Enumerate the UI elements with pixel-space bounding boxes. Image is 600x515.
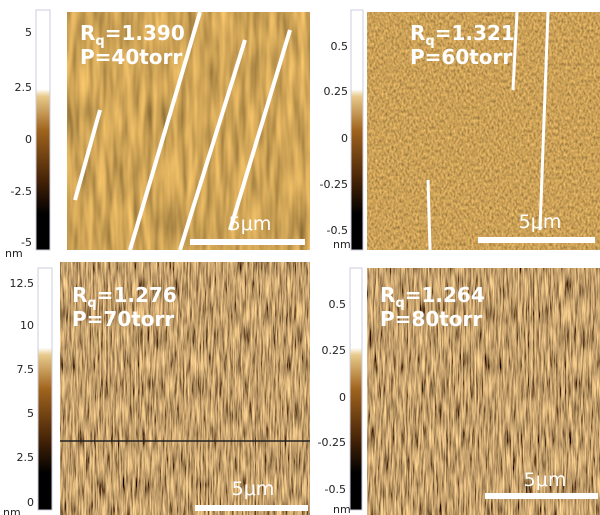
afm-image (367, 12, 600, 250)
colorbar-tick-label: 0.5 (331, 40, 349, 53)
colorbar-tick-label: 5 (25, 26, 32, 39)
pressure-label: P=70torr (72, 307, 174, 331)
colorbar-unit: nm (333, 238, 351, 251)
roughness-value: =1.390 (105, 21, 185, 45)
scale-bar-label: 5μm (519, 211, 562, 233)
surface-steps (73, 11, 292, 251)
colorbar-tick-label: 0.25 (324, 85, 349, 98)
colorbar-unit: nm (5, 247, 23, 260)
roughness-value: =1.264 (405, 283, 485, 307)
colorbar-tick-label: -5 (21, 236, 32, 249)
colorbar-tick-label: 0.25 (322, 344, 347, 357)
roughness-subscript: q (425, 34, 434, 49)
colorbar-tick-label: -2.5 (11, 185, 32, 198)
roughness-symbol: R (410, 21, 425, 45)
colorbar-tick-label: -0.25 (318, 436, 346, 449)
colorbar-unit: nm (333, 503, 351, 515)
colorbar-tick-label: 0 (25, 133, 32, 146)
colorbar-tick-label: -0.5 (327, 224, 348, 237)
roughness-symbol: R (80, 21, 95, 45)
roughness-label: Rq=1.321 (410, 21, 515, 49)
scale-bar-label: 5μm (524, 469, 567, 491)
scale-bar-label: 5μm (229, 213, 272, 235)
roughness-subscript: q (87, 296, 96, 311)
colorbar (350, 9, 364, 251)
roughness-label: Rq=1.390 (80, 21, 185, 49)
pressure-label: P=60torr (410, 45, 512, 69)
pressure-label: P=40torr (80, 45, 182, 69)
colorbar-tick-label: -0.25 (320, 178, 348, 191)
colorbar (349, 267, 363, 511)
pressure-label: P=80torr (380, 307, 482, 331)
roughness-value: =1.276 (97, 283, 177, 307)
colorbar-unit: nm (3, 506, 21, 515)
afm-image (60, 262, 310, 515)
colorbar-tick-label: 0 (339, 391, 346, 404)
colorbar-tick-label: 10 (20, 319, 34, 332)
afm-image (367, 268, 600, 515)
roughness-subscript: q (95, 34, 104, 49)
scale-bar-label: 5μm (232, 478, 275, 500)
colorbar (35, 9, 51, 251)
colorbar-tick-label: -0.5 (325, 483, 346, 496)
colorbar-tick-label: 0 (27, 496, 34, 509)
colorbar-tick-label: 12.5 (10, 277, 35, 290)
surface-steps (426, 11, 550, 251)
roughness-label: Rq=1.276 (72, 283, 177, 311)
roughness-subscript: q (395, 296, 404, 311)
colorbar-tick-label: 2.5 (17, 451, 35, 464)
roughness-symbol: R (72, 283, 87, 307)
colorbar-tick-label: 0.5 (329, 298, 347, 311)
roughness-symbol: R (380, 283, 395, 307)
colorbar-tick-label: 2.5 (15, 81, 33, 94)
colorbar-tick-label: 5 (27, 407, 34, 420)
colorbar (37, 267, 53, 511)
colorbar-tick-label: 0 (341, 132, 348, 145)
colorbar-tick-label: 7.5 (17, 363, 35, 376)
roughness-value: =1.321 (435, 21, 515, 45)
roughness-label: Rq=1.264 (380, 283, 485, 311)
